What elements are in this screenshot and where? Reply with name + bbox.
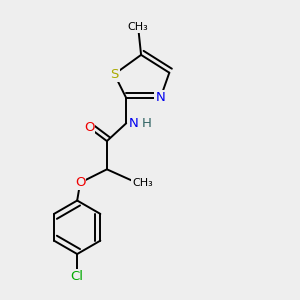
Text: H: H	[142, 117, 152, 130]
Text: O: O	[84, 121, 94, 134]
Text: N: N	[155, 92, 165, 104]
Text: N: N	[129, 117, 139, 130]
Text: S: S	[110, 68, 118, 81]
Text: Cl: Cl	[71, 270, 84, 283]
Text: CH₃: CH₃	[128, 22, 148, 32]
Text: CH₃: CH₃	[132, 178, 153, 188]
Text: O: O	[75, 176, 86, 189]
